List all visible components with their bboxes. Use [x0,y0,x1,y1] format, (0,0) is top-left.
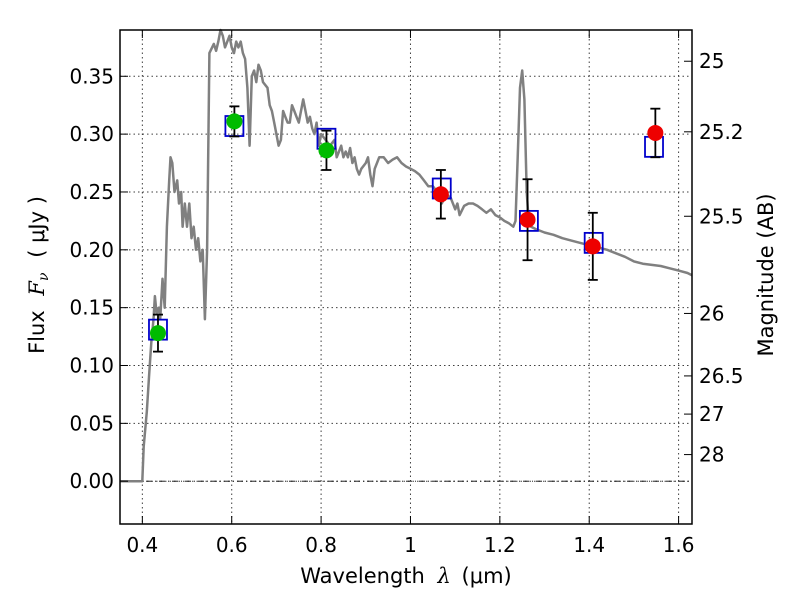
observed-point-red [647,124,664,141]
y2-tick-label: 25.5 [699,204,744,228]
y2-tick-label: 28 [699,443,724,467]
x-tick-label: 0.8 [305,533,337,557]
x-tick-label: 1.2 [484,533,516,557]
y-axis-title: Flux Fν ( μJy ) [25,196,53,354]
y-axis-title-text: Flux [25,310,49,354]
observed-points [149,113,664,342]
y-tick-label: 0.25 [69,180,114,204]
observed-point-green [149,325,166,342]
y-tick-label: 0.00 [69,469,114,493]
y-tick-labels: 0.00 0.05 0.10 0.15 0.20 0.25 0.30 0.35 [69,64,114,493]
x-tick-label: 1.4 [573,533,605,557]
x-tick-label: 1 [404,533,417,557]
axis-ticks [120,30,692,524]
x-tick-label: 0.4 [126,533,158,557]
y2-tick-label: 26 [699,301,724,325]
x-tick-labels: 0.4 0.6 0.8 1 1.2 1.4 1.6 [126,533,694,557]
x-tick-label: 1.6 [663,533,695,557]
y-axis-title-unit: ( μJy ) [25,196,49,258]
observed-point-red [584,238,601,255]
y-tick-label: 0.30 [69,122,114,146]
y2-axis-title: Magnitude (AB) [754,193,778,356]
y-axis-title-symbol: F [25,280,49,297]
observed-point-red [519,211,536,228]
x-tick-label: 0.6 [216,533,248,557]
plot-frame [119,29,693,525]
y2-tick-label: 25 [699,49,724,73]
observed-point-green [318,142,335,159]
x-axis-title-unit: (μm) [462,564,512,588]
observed-point-green [226,113,243,130]
y2-tick-label: 26.5 [699,364,744,388]
y-tick-label: 0.05 [69,411,114,435]
x-axis-title-symbol: λ [437,564,451,588]
y2-tick-label: 25.2 [699,120,744,144]
y2-tick-label: 27 [699,402,724,426]
x-axis-title-text: Wavelength [300,564,425,588]
x-axis-title: Wavelength λ (μm) [300,564,511,588]
error-bars [152,105,661,353]
y-tick-label: 0.35 [69,64,114,88]
y-tick-label: 0.15 [69,296,114,320]
model-spectrum-line [120,28,693,483]
y2-tick-labels: 25 25.2 25.5 26 26.5 27 28 [699,49,744,466]
observed-point-red [432,186,449,203]
y-tick-label: 0.20 [69,238,114,262]
model-spectrum [120,28,693,483]
y-tick-label: 0.10 [69,354,114,378]
y-axis-title-subscript: ν [36,272,52,281]
